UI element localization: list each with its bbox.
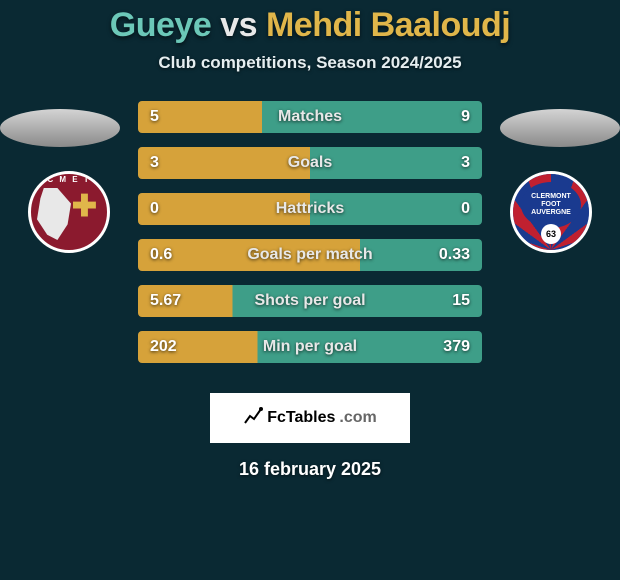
stat-value-right: 15: [452, 292, 470, 310]
player-oval-right: [500, 109, 620, 147]
club-crest-right: CLERMONT FOOT AUVERGNE 63: [502, 163, 600, 261]
stat-label: Goals per match: [138, 246, 482, 264]
stat-label: Hattricks: [138, 200, 482, 218]
stat-value-left: 3: [150, 154, 159, 172]
chart-icon: [243, 406, 263, 431]
title-player-2: Mehdi Baaloudj: [266, 6, 510, 44]
stat-value-left: 0: [150, 200, 159, 218]
player-oval-left: [0, 109, 120, 147]
crest-left-text: C M E T: [31, 176, 107, 184]
stat-row: 0Hattricks0: [138, 193, 482, 225]
crest-right-oval: CLERMONT FOOT AUVERGNE: [521, 182, 581, 228]
crest-right-ball: 63: [541, 224, 561, 244]
stat-value-left: 202: [150, 338, 177, 356]
club-crest-left: C M E T: [20, 163, 118, 261]
stat-label: Min per goal: [138, 338, 482, 356]
stat-row: 5.67Shots per goal15: [138, 285, 482, 317]
stat-label: Goals: [138, 154, 482, 172]
stat-label: Matches: [138, 108, 482, 126]
title-vs: vs: [211, 6, 266, 44]
comparison-panel: C M E T CLERMONT FOOT AUVERGNE 63 5Match…: [0, 101, 620, 381]
title-player-1: Gueye: [110, 6, 211, 44]
footer-date: 16 february 2025: [0, 459, 620, 480]
brand-badge: FcTables.com: [210, 393, 410, 443]
stat-value-left: 5: [150, 108, 159, 126]
stat-value-left: 0.6: [150, 246, 172, 264]
stat-row: 202Min per goal379: [138, 331, 482, 363]
stat-row: 3Goals3: [138, 147, 482, 179]
crest-right-line1: CLERMONT FOOT: [521, 193, 581, 208]
club-crest-left-inner: C M E T: [28, 171, 110, 253]
subtitle: Club competitions, Season 2024/2025: [0, 53, 620, 73]
stat-label: Shots per goal: [138, 292, 482, 310]
brand-bold: FcTables: [267, 409, 335, 427]
stat-value-left: 5.67: [150, 292, 181, 310]
stats-block: 5Matches9 3Goals3 0Hattricks0 0.6Goals per …: [138, 101, 482, 377]
stat-value-right: 379: [443, 338, 470, 356]
stat-row: 5Matches9: [138, 101, 482, 133]
stat-value-right: 0: [461, 200, 470, 218]
crest-right-line2: AUVERGNE: [521, 209, 581, 217]
club-crest-right-inner: CLERMONT FOOT AUVERGNE 63: [510, 171, 592, 253]
brand-muted: .com: [339, 409, 376, 427]
stat-row: 0.6Goals per match0.33: [138, 239, 482, 271]
stat-value-right: 0.33: [439, 246, 470, 264]
page-title: Gueye vs Mehdi Baaloudj: [0, 0, 620, 45]
stat-value-right: 3: [461, 154, 470, 172]
stat-value-right: 9: [461, 108, 470, 126]
